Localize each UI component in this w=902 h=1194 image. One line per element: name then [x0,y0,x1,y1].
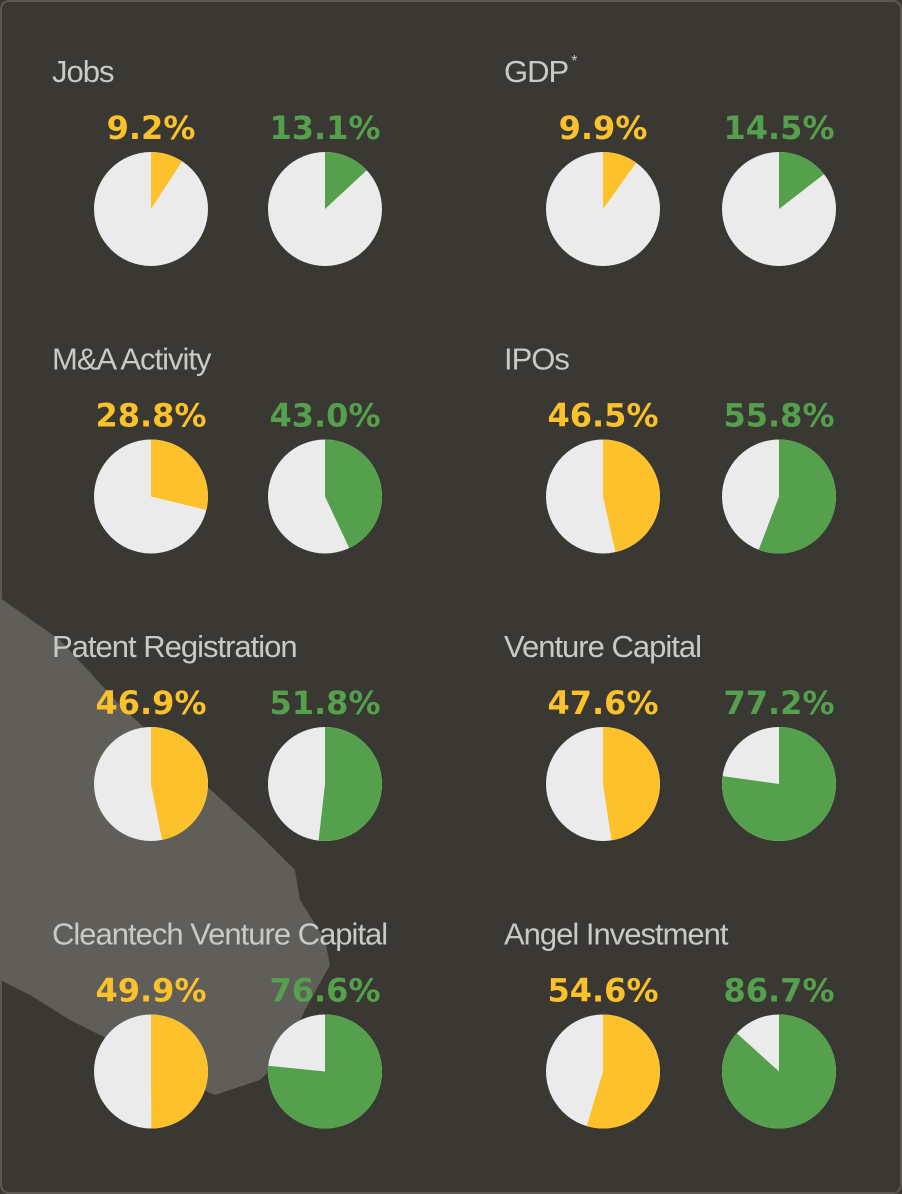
panel-title: Patent Registration [52,629,297,664]
value-label: 43.0% [269,397,380,435]
pie-slice [779,152,825,209]
panel-title: Jobs [52,54,114,89]
pie-slice [586,1014,661,1129]
title-note: * [571,53,577,70]
pie-slice [721,727,836,842]
pie-slice [325,439,382,549]
value-label: 13.1% [269,109,380,147]
value-label: 55.8% [723,397,834,435]
pie-slice [603,727,661,841]
panel-title: M&A Activity [52,342,212,377]
value-label: 77.2% [723,684,834,722]
panel-title: Angel Investment [504,917,729,952]
pie-slice [268,1014,382,1129]
value-label: 76.6% [269,972,380,1010]
pie-slice [325,152,367,209]
pie-slice [318,727,383,841]
pie-slice [603,152,637,209]
pie-slice [151,1014,209,1129]
panel-title: Cleantech Venture Capital [52,917,387,952]
pie-slice [603,439,661,553]
panel-title: IPOs [504,342,569,377]
panel-title: GDP [504,54,569,89]
value-label: 46.9% [95,684,206,722]
pie-slice [722,1014,836,1129]
map-shape [0,598,330,1095]
value-label: 49.9% [95,972,206,1010]
value-label: 47.6% [547,684,658,722]
value-label: 86.7% [723,972,834,1010]
value-label: 14.5% [723,109,834,147]
pie-slice [151,152,183,209]
pie-slice [758,439,836,554]
pie-slice [151,439,208,510]
value-label: 46.5% [547,397,658,435]
value-label: 54.6% [547,972,658,1010]
value-label: 28.8% [95,397,206,435]
pie-slice [151,727,209,840]
value-label: 9.2% [107,109,196,147]
panel-title: Venture Capital [504,629,701,664]
value-label: 9.9% [559,109,648,147]
value-label: 51.8% [269,684,380,722]
